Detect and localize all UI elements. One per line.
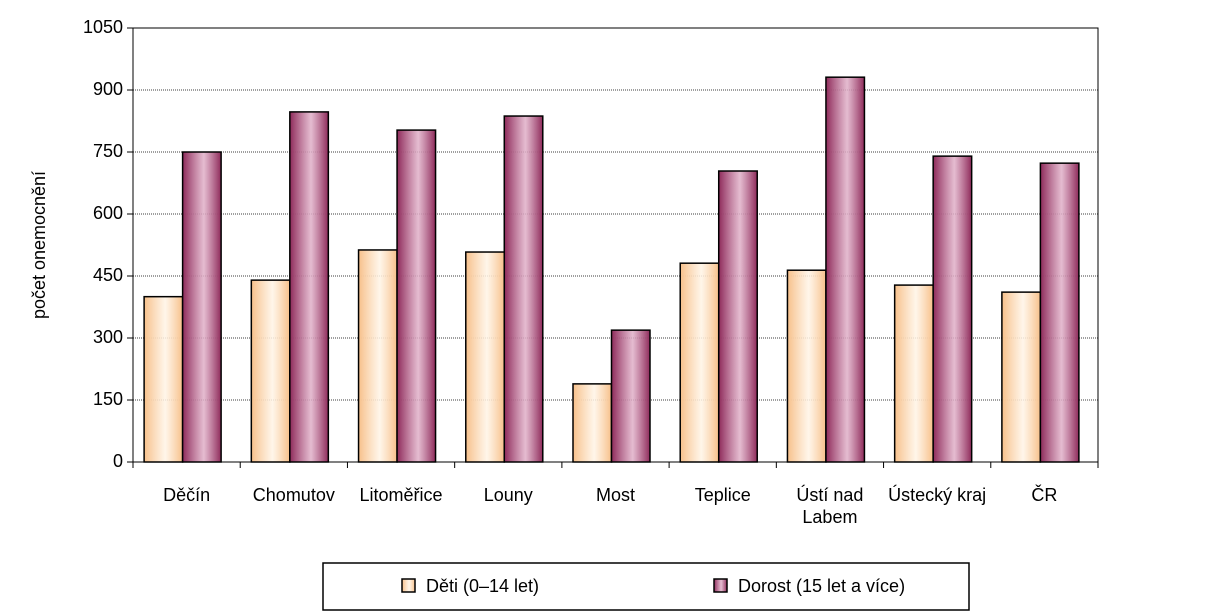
- y-tick-label: 150: [93, 389, 123, 409]
- bar: [396, 129, 437, 463]
- y-tick-label: 300: [93, 327, 123, 347]
- y-tick-label: 1050: [83, 17, 123, 37]
- bar: [1001, 291, 1042, 463]
- bar: [503, 115, 544, 463]
- bar: [143, 295, 184, 463]
- bar: [181, 151, 222, 463]
- x-tick-label: Děčín: [163, 485, 211, 505]
- bar: [893, 284, 934, 463]
- bar: [610, 329, 651, 463]
- x-tick-label: Litoměřice: [359, 485, 443, 505]
- x-tick-label: Louny: [483, 485, 533, 505]
- bar: [289, 111, 330, 463]
- x-tick-label: Most: [595, 485, 635, 505]
- y-tick-label: 450: [93, 265, 123, 285]
- x-tick-label: Ústecký kraj: [888, 485, 987, 505]
- legend-box: [322, 562, 970, 611]
- bar: [825, 76, 866, 463]
- legend-label: Děti (0–14 let): [426, 576, 539, 596]
- bar: [679, 262, 720, 463]
- x-tick-label: Chomutov: [252, 485, 335, 505]
- bar: [932, 155, 973, 463]
- x-tick-label: Ústí nad Labem: [796, 485, 864, 527]
- bar: [250, 279, 291, 463]
- bar: [717, 170, 758, 463]
- bar: [465, 251, 506, 463]
- legend-swatch: [401, 578, 416, 593]
- bar: [786, 269, 827, 463]
- bar: [1039, 162, 1080, 463]
- x-tick-label: Teplice: [694, 485, 751, 505]
- x-tick-label: ČR: [1031, 485, 1058, 505]
- legend-label: Dorost (15 let a více): [738, 576, 905, 596]
- bar: [572, 383, 613, 463]
- y-axis-label: počet onemocnění: [29, 171, 49, 319]
- y-tick-label: 600: [93, 203, 123, 223]
- y-tick-label: 750: [93, 141, 123, 161]
- bar: [357, 249, 398, 463]
- y-tick-label: 900: [93, 79, 123, 99]
- legend-swatch: [713, 578, 728, 593]
- y-tick-label: 0: [113, 451, 123, 471]
